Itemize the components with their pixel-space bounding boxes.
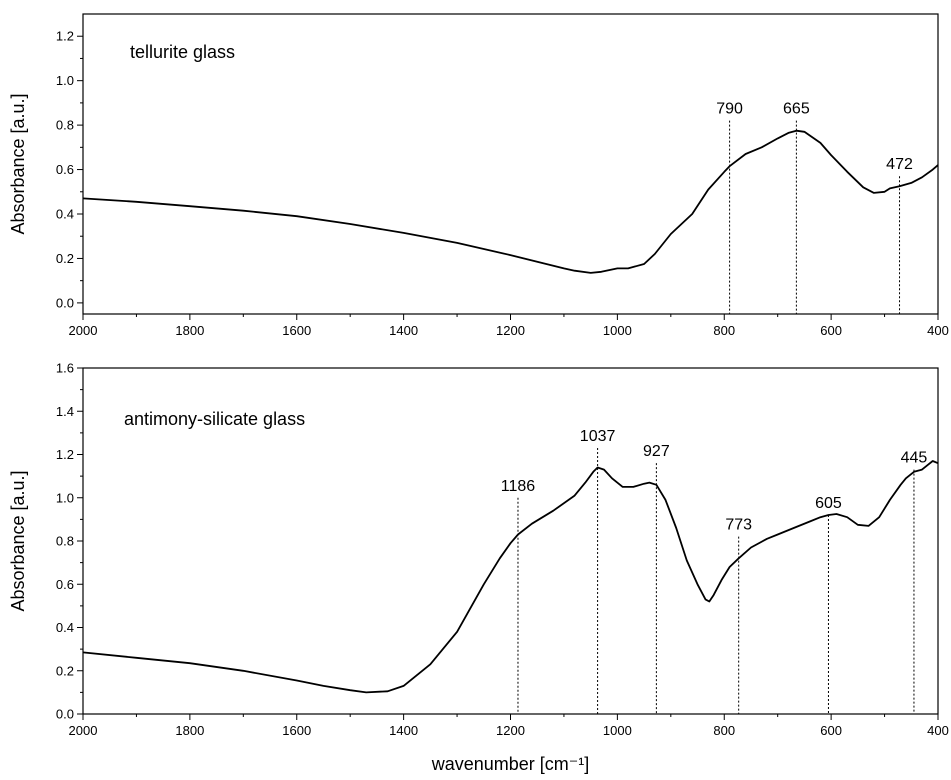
panel2-peak-label-1186: 1186 [501, 478, 536, 495]
panel2-peak-label-927: 927 [643, 443, 670, 460]
panel2-y-tick-label: 1.0 [56, 490, 74, 505]
panel1-x-tick-label: 1600 [282, 323, 311, 338]
panel2-sample-label: antimony-silicate glass [124, 409, 305, 429]
panel1-peak-label-472: 472 [886, 156, 913, 173]
panel2-y-tick-label: 1.2 [56, 447, 74, 462]
panel2-x-tick-label: 1600 [282, 723, 311, 738]
panel2-y-tick-label: 0.4 [56, 620, 74, 635]
panel1-x-tick-label: 1400 [389, 323, 418, 338]
panel1-y-tick-label: 0.8 [56, 118, 74, 133]
panel2-x-tick-label: 600 [820, 723, 842, 738]
panel1-x-tick-label: 1000 [603, 323, 632, 338]
panel1-x-tick-label: 600 [820, 323, 842, 338]
panel2-y-tick-label: 0.0 [56, 707, 74, 722]
panel2-y-tick-label: 0.6 [56, 577, 74, 592]
panel1-peak-label-665: 665 [783, 101, 810, 118]
panel1-sample-label: tellurite glass [130, 42, 235, 62]
panel2-x-axis-title: wavenumber [cm⁻¹] [431, 754, 590, 774]
panel1-spectrum-line [82, 129, 939, 274]
panel2-x-tick-label: 1200 [496, 723, 525, 738]
panel2-peak-label-773: 773 [725, 517, 752, 534]
panel1-x-tick-label: 2000 [69, 323, 98, 338]
panel2-x-tick-label: 2000 [69, 723, 98, 738]
panel2-x-tick-label: 400 [927, 723, 949, 738]
panel2-peak-label-445: 445 [901, 450, 928, 467]
panel2-y-axis-title: Absorbance [a.u.] [8, 470, 28, 611]
panel1-y-tick-label: 1.2 [56, 29, 74, 44]
panel2-spectrum-line [82, 460, 939, 694]
panel1-y-tick-label: 0.2 [56, 251, 74, 266]
panel2-x-tick-label: 1800 [175, 723, 204, 738]
panel2-y-tick-label: 1.4 [56, 404, 74, 419]
panel1-y-tick-label: 0.4 [56, 207, 74, 222]
panel1-x-tick-label: 1200 [496, 323, 525, 338]
panel2-y-tick-label: 1.6 [56, 361, 74, 376]
panel1-y-tick-label: 0.0 [56, 295, 74, 310]
panel1-x-tick-label: 800 [713, 323, 735, 338]
panel1-x-tick-label: 400 [927, 323, 949, 338]
panel2-x-tick-label: 800 [713, 723, 735, 738]
panel1-x-tick-label: 1800 [175, 323, 204, 338]
panel2-x-tick-label: 1000 [603, 723, 632, 738]
panel1-peak-label-790: 790 [716, 101, 743, 118]
panel2-peak-label-1037: 1037 [580, 428, 616, 445]
panel2-y-tick-label: 0.2 [56, 663, 74, 678]
panel1-y-axis-title: Absorbance [a.u.] [8, 93, 28, 234]
panel2-x-tick-label: 1400 [389, 723, 418, 738]
panel1-y-tick-label: 0.6 [56, 162, 74, 177]
panel1-y-tick-label: 1.0 [56, 73, 74, 88]
panel2-peak-label-605: 605 [815, 495, 842, 512]
panel2-y-tick-label: 0.8 [56, 534, 74, 549]
